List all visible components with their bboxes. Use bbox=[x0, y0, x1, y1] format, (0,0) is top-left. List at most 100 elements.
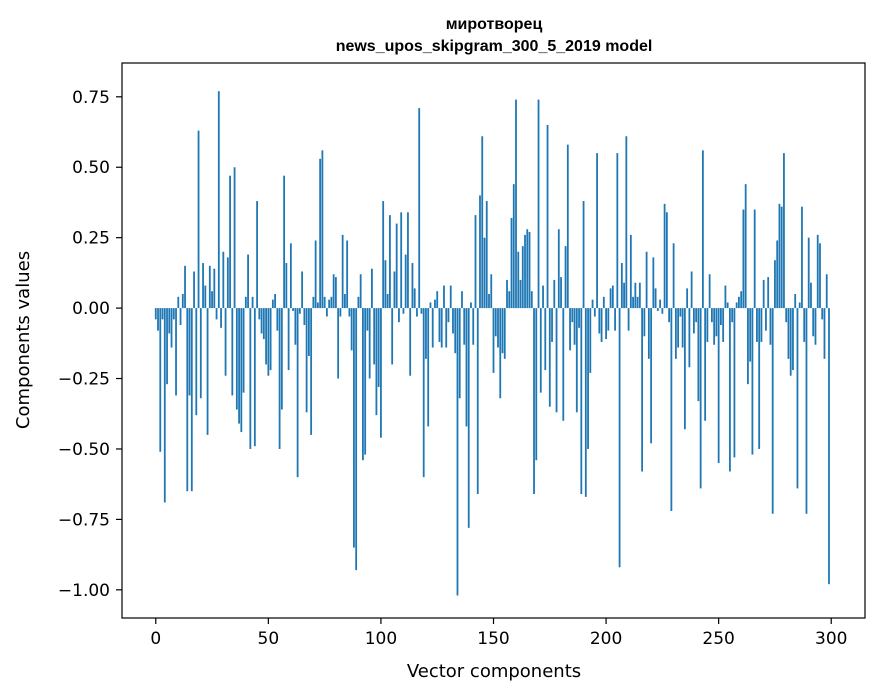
bar bbox=[711, 308, 713, 323]
bar bbox=[708, 274, 711, 309]
x-tick-label: 50 bbox=[258, 629, 280, 649]
bar bbox=[697, 308, 700, 402]
bar bbox=[393, 271, 396, 309]
bar bbox=[497, 308, 499, 348]
bar bbox=[765, 308, 767, 331]
bar bbox=[704, 308, 707, 421]
bar bbox=[204, 285, 207, 309]
bar bbox=[258, 308, 261, 320]
x-tick-label: 100 bbox=[365, 629, 397, 649]
bar bbox=[431, 308, 434, 348]
bar bbox=[524, 234, 526, 309]
bar bbox=[213, 268, 216, 309]
bar bbox=[629, 234, 632, 309]
bar bbox=[566, 144, 569, 309]
bar bbox=[283, 175, 286, 309]
bar bbox=[488, 294, 490, 309]
bar bbox=[325, 308, 328, 317]
bar bbox=[713, 308, 716, 345]
bar bbox=[789, 308, 792, 376]
bar bbox=[229, 175, 231, 309]
bar bbox=[206, 308, 209, 435]
bar bbox=[776, 240, 779, 309]
bar bbox=[307, 308, 310, 356]
bar bbox=[674, 308, 677, 359]
bar bbox=[659, 299, 662, 309]
bar bbox=[226, 257, 229, 309]
bar bbox=[334, 277, 337, 309]
plot-frame bbox=[121, 62, 866, 619]
bar bbox=[816, 234, 819, 309]
bar bbox=[803, 308, 806, 342]
bar bbox=[717, 308, 720, 464]
bar bbox=[470, 302, 472, 309]
bar bbox=[753, 209, 756, 309]
bar bbox=[217, 91, 220, 309]
bar bbox=[461, 291, 463, 309]
bar bbox=[618, 308, 621, 568]
bar bbox=[756, 308, 758, 342]
bar bbox=[458, 308, 461, 399]
bar bbox=[747, 308, 749, 385]
bar bbox=[679, 308, 682, 317]
bar bbox=[544, 308, 547, 371]
bar bbox=[240, 308, 243, 433]
bar bbox=[539, 308, 542, 393]
bar bbox=[517, 251, 520, 309]
bar bbox=[508, 291, 511, 309]
bar bbox=[638, 282, 641, 309]
bar bbox=[276, 308, 279, 331]
y-tick-label: −0.50 bbox=[58, 440, 110, 460]
bar bbox=[465, 308, 468, 427]
bar bbox=[467, 308, 470, 528]
bar bbox=[560, 277, 562, 309]
bar bbox=[650, 308, 653, 444]
x-tick-label: 250 bbox=[702, 629, 734, 649]
bar bbox=[289, 243, 292, 309]
x-tick-label: 200 bbox=[590, 629, 622, 649]
bar bbox=[616, 153, 619, 309]
bar bbox=[582, 201, 585, 309]
bar bbox=[181, 294, 184, 309]
bar bbox=[485, 201, 488, 309]
bar bbox=[652, 257, 655, 309]
bar bbox=[607, 308, 610, 331]
bar bbox=[170, 308, 173, 348]
bar bbox=[701, 150, 704, 309]
bar bbox=[222, 251, 225, 309]
bar bbox=[762, 279, 765, 309]
bar bbox=[278, 308, 281, 449]
bar bbox=[600, 308, 603, 342]
bar bbox=[688, 308, 691, 368]
bar bbox=[463, 308, 466, 345]
bar bbox=[686, 288, 689, 309]
y-tick-label: 0.50 bbox=[72, 158, 110, 178]
bar bbox=[683, 308, 686, 430]
bar bbox=[555, 308, 558, 413]
bar bbox=[202, 263, 204, 309]
bar bbox=[238, 308, 240, 424]
bar bbox=[190, 308, 193, 492]
bar bbox=[256, 201, 258, 309]
bar bbox=[285, 263, 288, 309]
bar bbox=[771, 308, 774, 514]
bar bbox=[690, 271, 693, 309]
bar bbox=[224, 308, 227, 376]
bar bbox=[314, 240, 317, 309]
bar bbox=[472, 308, 475, 345]
bar bbox=[715, 308, 718, 337]
bar bbox=[157, 308, 159, 331]
bar bbox=[562, 308, 565, 421]
bar bbox=[801, 206, 803, 309]
bar bbox=[292, 308, 295, 311]
bar bbox=[312, 296, 315, 309]
bar bbox=[172, 308, 175, 320]
bar bbox=[611, 285, 614, 309]
bar bbox=[449, 285, 452, 309]
bar bbox=[454, 308, 457, 354]
bar bbox=[661, 308, 664, 314]
bar bbox=[735, 302, 738, 309]
bar bbox=[726, 302, 729, 309]
bar bbox=[389, 215, 391, 309]
